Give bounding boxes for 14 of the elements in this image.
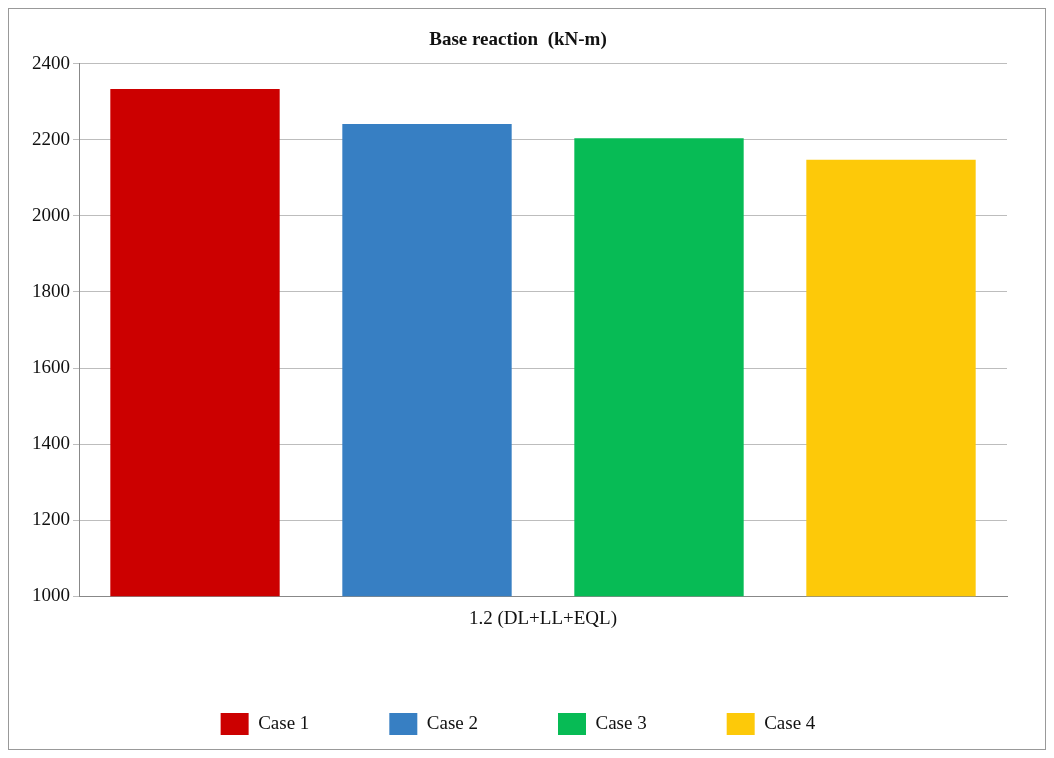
y-tick-label: 2000 — [32, 203, 70, 225]
y-tick-label: 2200 — [32, 127, 70, 149]
legend-label: Case 3 — [595, 711, 647, 733]
y-tick-label: 1800 — [32, 279, 70, 301]
x-tick-label: 1.2 (DL+LL+EQL) — [468, 606, 618, 629]
y-tick-label: 1000 — [32, 584, 70, 606]
legend-label: Case 4 — [764, 711, 816, 733]
y-tick-label: 1200 — [32, 508, 70, 530]
y-tick-label: 1400 — [32, 432, 70, 454]
y-tick-label: 1600 — [32, 356, 70, 378]
legend-label: Case 1 — [258, 711, 310, 733]
legend-label: Case 2 — [426, 711, 478, 733]
chart-title: Base reaction (kN-m) — [429, 28, 607, 51]
y-tick-label: 2400 — [32, 51, 70, 73]
